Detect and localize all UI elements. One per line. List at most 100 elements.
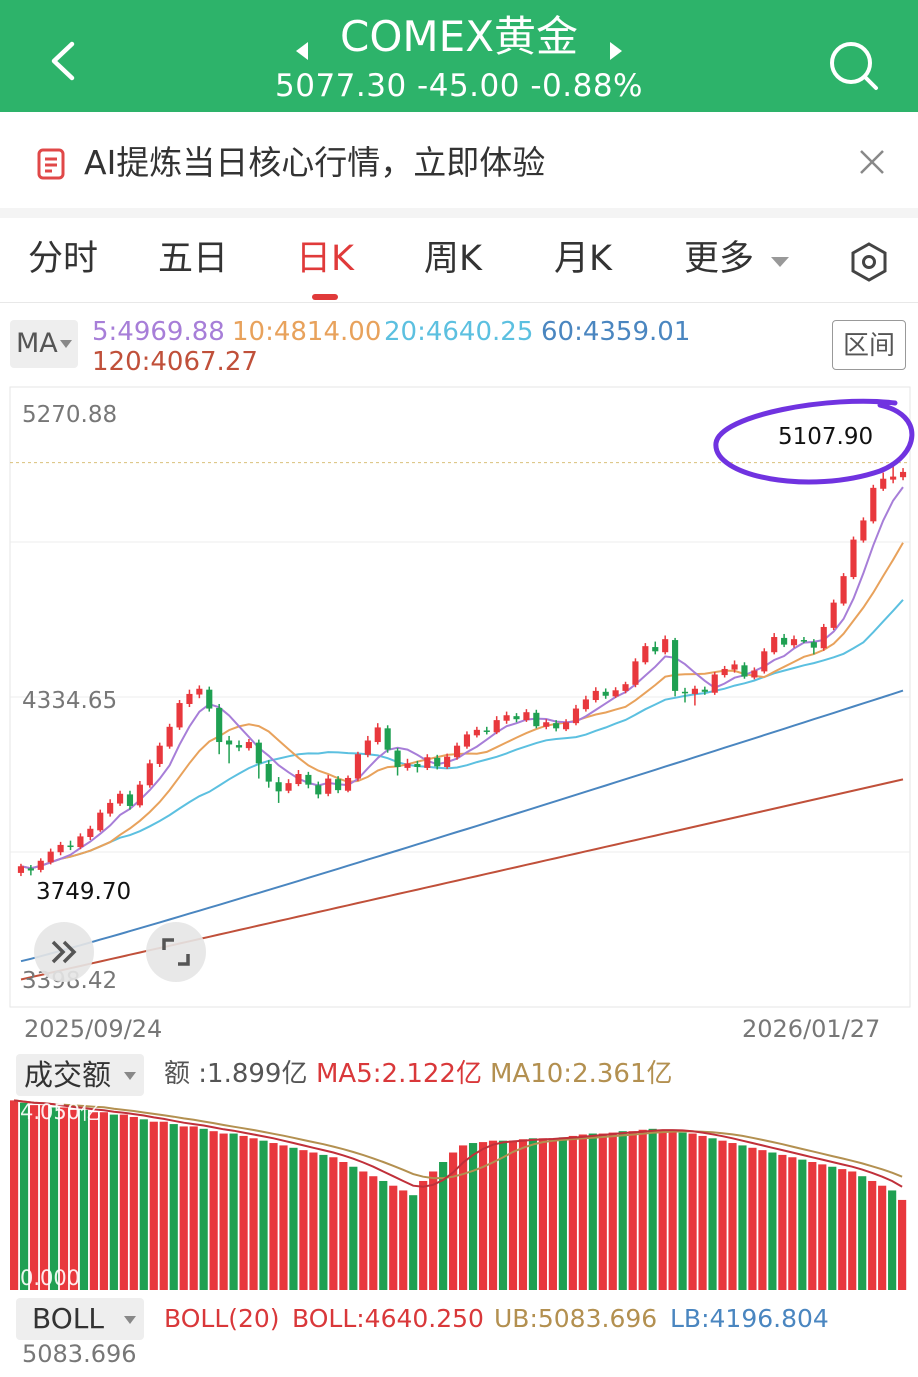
volume-bar [628,1131,637,1290]
candlestick-chart[interactable] [0,385,918,1045]
candle-body [672,640,679,691]
candle-body [186,693,193,704]
volume-bar [199,1128,208,1290]
volume-bar [838,1169,847,1290]
volume-bar [409,1195,418,1290]
next-instrument-icon[interactable] [606,40,626,62]
candle-body [404,763,411,768]
candle-body [592,690,599,701]
chevron-down-icon[interactable] [770,256,790,268]
candle-body [146,763,153,786]
volume-bar [89,1112,99,1290]
candle-body [216,707,223,743]
candle-body [255,742,262,764]
candle-body [899,471,907,478]
volume-bar [718,1140,727,1290]
candle-body [354,754,362,779]
search-icon[interactable] [826,38,882,94]
candle-body [761,651,768,672]
volume-bar [528,1138,538,1290]
ma60-value: 60:4359.01 [541,317,691,347]
boll-indicator-select[interactable]: BOLL [16,1298,144,1340]
volume-bar [798,1159,807,1290]
candle-body [830,602,837,628]
expand-forward-button[interactable] [34,922,94,982]
volume-bar [449,1152,458,1290]
candle-body [860,520,867,541]
volume-bar [648,1128,657,1290]
ma120-value: 120:4067.27 [92,347,258,377]
dropdown-icon [124,1316,136,1324]
volume-bar [59,1107,69,1290]
volume-top-label: 4.050亿 [20,1100,102,1124]
volume-bar [10,1100,19,1290]
tab-weekly-k[interactable]: 周K [424,239,482,279]
section-divider [0,208,918,218]
candle-body [533,712,540,727]
volume-bar [498,1140,508,1290]
volume-bar [548,1138,557,1290]
tab-daily-k[interactable]: 日K [296,239,354,279]
close-icon[interactable] [856,146,888,178]
volume-bar [169,1124,178,1290]
settings-hexagon-icon[interactable] [850,242,888,282]
range-button[interactable]: 区间 [832,320,906,370]
volume-bar [279,1145,288,1290]
candle-body [771,637,778,653]
tab-monthly-k[interactable]: 月K [554,239,612,279]
candle-body [275,782,282,792]
volume-bar [419,1180,428,1290]
volume-bar [568,1135,577,1290]
ai-banner-text[interactable]: AI提炼当日核心行情，立即体验 [84,143,546,182]
candle-body [453,745,461,758]
volume-bar [379,1180,388,1290]
x-axis-start-date: 2025/09/24 [24,1015,163,1043]
candle-body [612,690,619,697]
volume-bar [139,1119,148,1290]
candle-body [235,745,243,748]
volume-bar [209,1131,218,1290]
tab-five-day[interactable]: 五日 [158,239,229,279]
volume-bar [808,1162,817,1290]
candle-body [691,688,698,694]
volume-bar [738,1145,747,1290]
candle-body [711,674,718,693]
volume-bar [848,1171,857,1290]
volume-bar [768,1152,777,1290]
prev-instrument-icon[interactable] [292,40,312,62]
candle-body [156,745,163,764]
candle-body [463,734,471,747]
candle-body [57,844,64,853]
volume-bar [429,1171,438,1290]
volume-bar [658,1129,667,1290]
back-arrow-icon[interactable] [40,36,90,86]
volume-amount: 额 :1.899亿 [164,1059,308,1089]
volume-bar [349,1166,358,1290]
boll-upper-value: UB:5083.696 [494,1304,658,1333]
tab-intraday[interactable]: 分时 [28,239,99,279]
candle-body [543,722,550,727]
ma5-value: 5:4969.88 [92,317,225,347]
candle-body [444,756,451,767]
ai-banner[interactable] [0,112,918,212]
candle-body [206,689,213,709]
candle-body [364,740,371,755]
tabs-divider [0,302,918,303]
candle-body [701,689,708,692]
dropdown-icon [124,1072,136,1080]
tab-more[interactable]: 更多 [684,239,755,279]
candle-body [553,723,560,729]
volume-bar [189,1126,198,1290]
volume-chart[interactable] [0,1094,918,1294]
boll-lower-value: LB:4196.804 [670,1304,829,1333]
y-axis-top-label: 5270.88 [22,402,118,428]
candle-body [434,757,441,767]
indicator-select-label: MA [16,328,58,359]
volume-bar [329,1157,338,1290]
highlight-circle-annotation [713,398,915,485]
volume-indicator-select[interactable]: 成交额 [16,1054,144,1096]
fullscreen-button[interactable] [146,922,206,982]
volume-bar [778,1154,787,1290]
candle-body [880,478,887,489]
volume-bar [888,1190,897,1290]
